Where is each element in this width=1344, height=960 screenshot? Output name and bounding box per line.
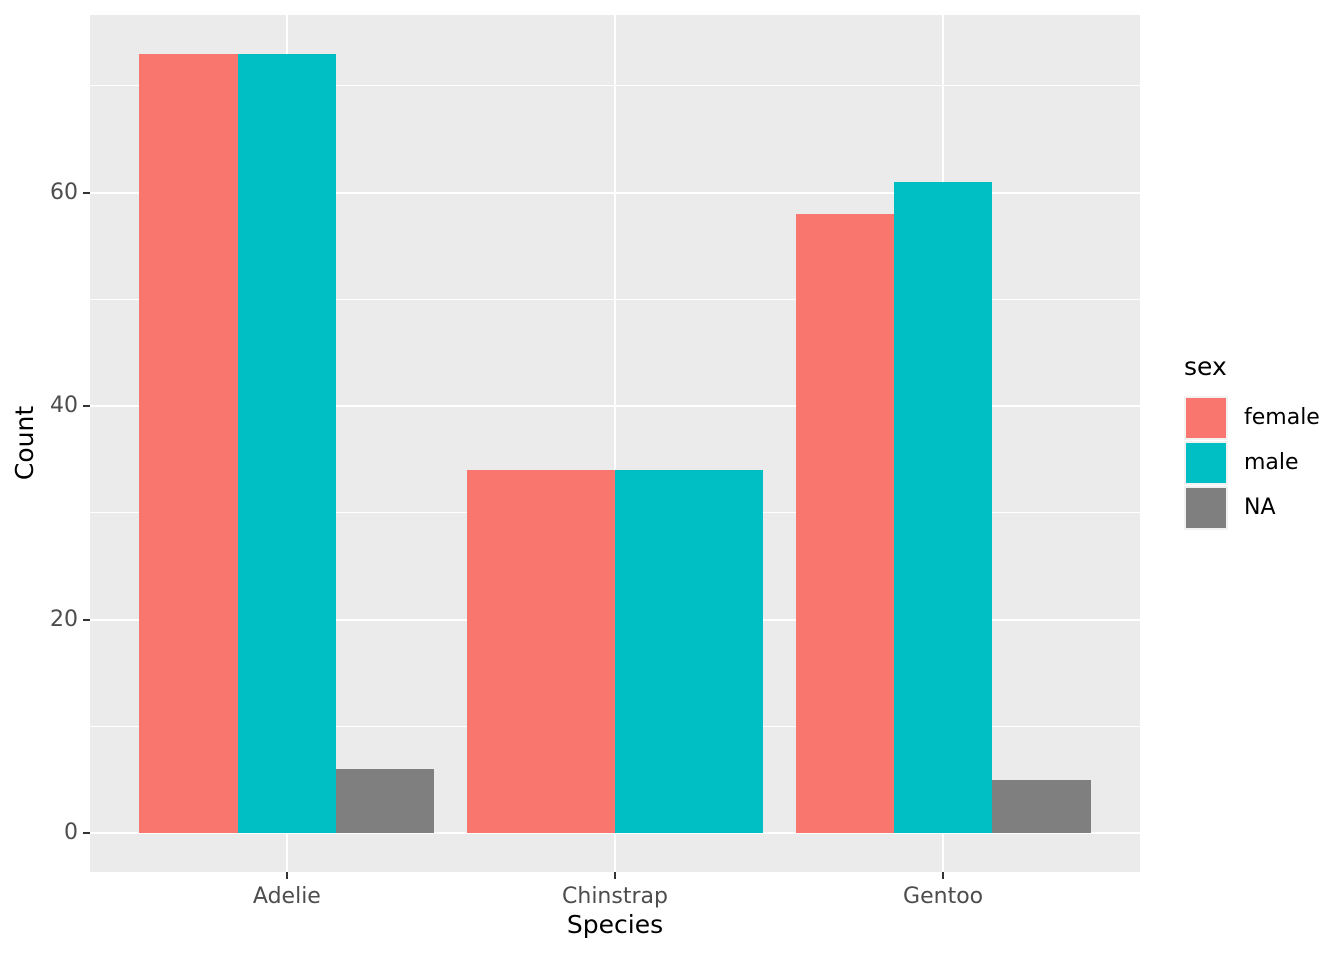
bar-gentoo-na bbox=[992, 779, 1091, 834]
y-tick-40 bbox=[83, 405, 90, 408]
y-tick-label-60: 60 bbox=[50, 179, 78, 205]
legend-swatch-male bbox=[1186, 443, 1226, 483]
x-major-gridline-chinstrap bbox=[614, 15, 616, 872]
legend-key-female bbox=[1184, 396, 1228, 440]
bar-adelie-female bbox=[139, 54, 238, 834]
x-tick-gentoo bbox=[942, 872, 945, 879]
legend-swatch-na bbox=[1186, 488, 1226, 528]
bar-chinstrap-male bbox=[615, 470, 763, 834]
legend-items: female male NA bbox=[1184, 396, 1320, 531]
y-tick-label-0: 0 bbox=[64, 820, 78, 845]
legend-key-na bbox=[1184, 486, 1228, 530]
legend-title: sex bbox=[1184, 352, 1227, 381]
y-tick-20 bbox=[83, 618, 90, 621]
x-tick-label-gentoo: Gentoo bbox=[903, 884, 984, 909]
bar-adelie-na bbox=[336, 769, 435, 833]
plot-panel bbox=[90, 15, 1140, 872]
legend-label-na: NA bbox=[1244, 495, 1276, 520]
legend-label-female: female bbox=[1244, 405, 1320, 430]
x-axis-title: Species bbox=[566, 910, 664, 939]
legend-swatch-female bbox=[1186, 398, 1226, 438]
legend-key-male bbox=[1184, 441, 1228, 485]
x-tick-chinstrap bbox=[614, 872, 616, 879]
legend-label-male: male bbox=[1244, 450, 1299, 475]
y-axis-title: Count bbox=[10, 405, 39, 481]
y-tick-0 bbox=[83, 832, 90, 835]
legend-item-male: male bbox=[1184, 441, 1320, 485]
x-tick-label-chinstrap: Chinstrap bbox=[562, 884, 668, 909]
x-tick-label-adelie: Adelie bbox=[252, 884, 321, 909]
bar-adelie-male bbox=[237, 54, 337, 834]
bar-chinstrap-female bbox=[467, 470, 615, 834]
y-tick-label-20: 20 bbox=[50, 606, 78, 632]
y-tick-label-40: 40 bbox=[50, 393, 78, 419]
legend-item-na: NA bbox=[1184, 486, 1320, 530]
legend-item-female: female bbox=[1184, 396, 1320, 440]
bar-gentoo-female bbox=[795, 214, 894, 833]
bar-gentoo-male bbox=[893, 182, 993, 833]
y-tick-60 bbox=[83, 191, 90, 194]
legend: sex female male NA bbox=[1184, 352, 1320, 531]
x-tick-adelie bbox=[285, 872, 288, 879]
